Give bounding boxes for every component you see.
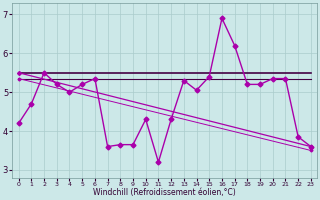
X-axis label: Windchill (Refroidissement éolien,°C): Windchill (Refroidissement éolien,°C) [93,188,236,197]
